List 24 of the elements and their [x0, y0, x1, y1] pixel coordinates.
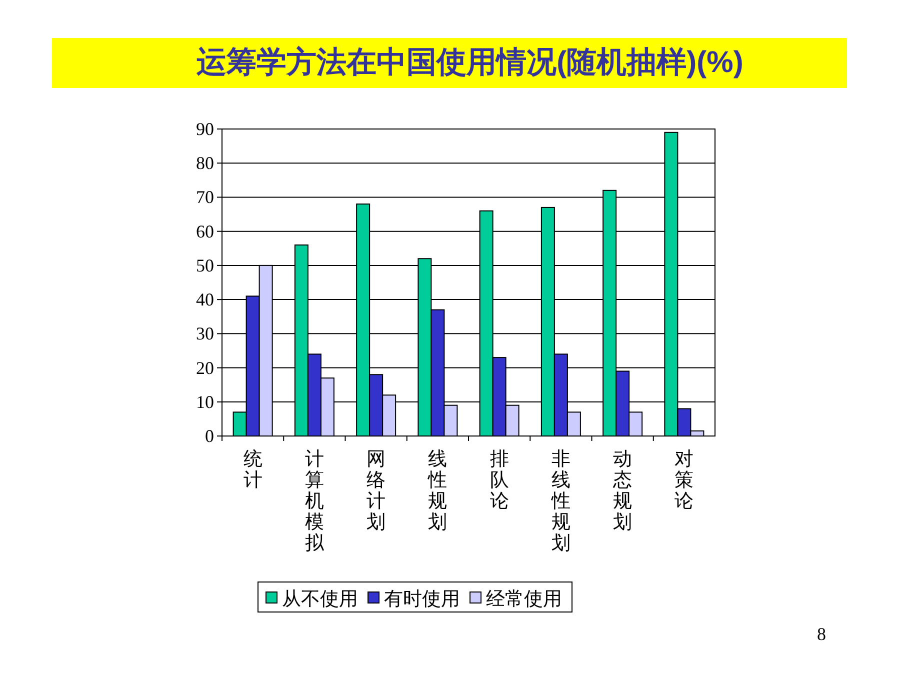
x-tick-label: 排队论	[490, 449, 509, 512]
y-tick-label: 70	[196, 187, 214, 208]
legend-label: 有时使用	[384, 589, 460, 610]
x-tick-label: 动态规划	[612, 449, 632, 533]
legend-label: 从不使用	[282, 589, 358, 610]
text: 8	[817, 624, 826, 644]
y-tick-label: 80	[196, 153, 214, 174]
y-tick-label: 0	[205, 426, 214, 446]
x-tick-label: 计算机模拟	[304, 449, 325, 554]
y-tick-label: 90	[196, 119, 214, 139]
y-tick-label: 50	[196, 255, 214, 276]
title: 运筹学方法在中国使用情况(随机抽样)(%)	[52, 38, 847, 88]
x-tick-label: 非线性规划	[550, 449, 570, 554]
x-tick-label: 对策论	[674, 449, 694, 512]
y-tick-label: 20	[196, 358, 214, 378]
y-tick-label: 40	[196, 290, 214, 310]
y-tick-label: 60	[196, 221, 214, 242]
x-tick-label: 统计	[243, 449, 262, 491]
y-tick-label: 30	[196, 324, 214, 344]
x-tick-label: 线性规划	[427, 449, 448, 533]
legend-label: 经常使用	[486, 589, 562, 610]
chart-title: 运筹学方法在中国使用情况(随机抽样)(%)	[196, 45, 744, 79]
y-tick-label: 10	[196, 392, 214, 412]
x-tick-label: 网络计划	[366, 449, 386, 533]
